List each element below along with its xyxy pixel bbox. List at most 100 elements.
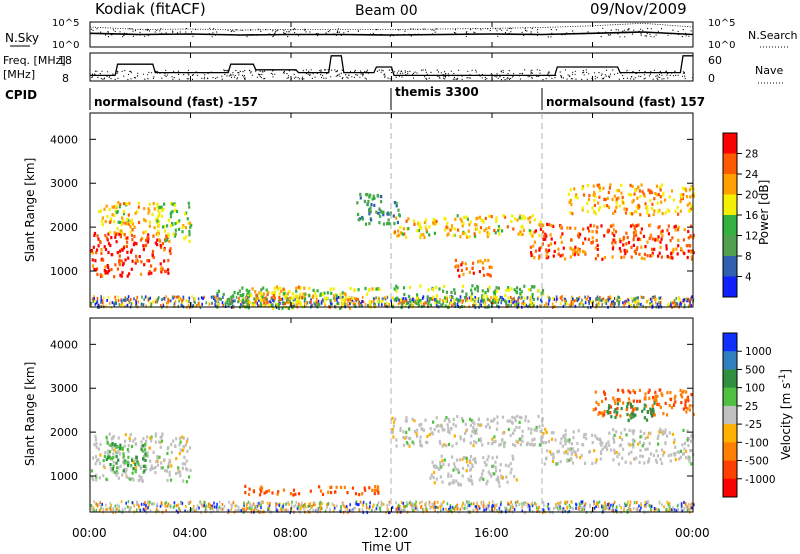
nave-point <box>327 69 329 71</box>
cell-power <box>341 291 344 295</box>
ground-cell <box>322 298 324 302</box>
nave-point <box>684 77 686 80</box>
nave-point <box>600 74 603 76</box>
cell-velocity <box>513 474 516 479</box>
cell-power <box>104 265 107 269</box>
ground-cell <box>221 301 224 305</box>
ground-cell <box>386 509 389 513</box>
ground-cell <box>374 508 376 512</box>
cell-velocity <box>182 436 185 440</box>
cell-power <box>476 216 479 220</box>
ground-cell <box>205 301 208 305</box>
cell-velocity <box>98 476 101 480</box>
cell-velocity <box>472 444 475 448</box>
ground-cell <box>237 509 240 512</box>
nave-point <box>334 69 336 71</box>
ground-cell <box>351 298 354 302</box>
ground-cell <box>101 299 104 303</box>
cell-power <box>126 240 129 244</box>
ground-cell <box>604 501 606 505</box>
cell-velocity <box>430 473 433 477</box>
ground-cell <box>596 295 599 299</box>
cell-power <box>247 291 250 295</box>
noise-point <box>550 36 552 38</box>
ground-cell <box>234 504 236 508</box>
cell-velocity <box>475 431 478 435</box>
ground-cell <box>466 299 469 303</box>
ground-cell <box>500 500 502 504</box>
cell-power <box>583 250 586 254</box>
cell-velocity <box>434 464 437 468</box>
cell-velocity <box>679 449 682 453</box>
cell-velocity <box>179 448 182 452</box>
ground-cell <box>612 302 614 306</box>
ground-cell <box>565 299 567 303</box>
ground-cell <box>586 297 588 301</box>
cell-velocity <box>516 414 519 418</box>
ground-cell <box>304 502 306 506</box>
cell-velocity <box>439 441 442 445</box>
ground-cell <box>169 504 172 508</box>
cell-velocity <box>268 489 271 493</box>
ground-cell <box>187 501 190 505</box>
cell-velocity <box>166 447 169 451</box>
cell-power <box>608 186 611 190</box>
cell-velocity <box>464 422 467 426</box>
cell-power <box>458 274 461 278</box>
cell-power <box>382 222 386 226</box>
ground-cell <box>596 303 599 307</box>
cell-power <box>169 215 173 219</box>
cell-velocity <box>146 435 149 439</box>
nave-point <box>618 78 620 80</box>
cell-power <box>629 183 632 187</box>
cell-velocity <box>621 456 624 460</box>
ground-cell <box>446 502 449 506</box>
cell-velocity <box>527 419 530 423</box>
cell-power <box>130 248 133 252</box>
ground-cell <box>231 505 233 509</box>
cell-velocity <box>686 406 689 411</box>
cell-power <box>418 224 421 228</box>
noise-point <box>288 30 290 32</box>
cell-velocity <box>143 469 146 473</box>
noise-point <box>412 28 414 30</box>
nave-point <box>571 73 574 75</box>
cell-velocity <box>655 460 658 464</box>
cell-power <box>604 198 607 202</box>
cell-power <box>386 212 389 216</box>
cell-velocity <box>562 434 565 438</box>
nave-point <box>341 69 343 71</box>
cell-velocity <box>121 473 124 477</box>
nave-point <box>230 73 232 75</box>
cell-power <box>483 229 486 233</box>
ground-cell <box>200 501 202 505</box>
nave-point <box>652 71 654 74</box>
nave-point <box>398 75 400 77</box>
cell-power <box>512 227 515 231</box>
nave-point <box>657 78 659 81</box>
colorbar-swatch <box>723 256 737 277</box>
cell-velocity <box>529 442 532 447</box>
nave-point <box>667 73 669 75</box>
ground-cell <box>165 295 167 299</box>
cell-power <box>387 218 390 222</box>
cell-power <box>569 246 572 250</box>
cell-power <box>166 238 169 242</box>
noise-point <box>285 34 287 36</box>
ground-cell <box>630 303 632 307</box>
ground-cell <box>397 507 400 511</box>
cell-power <box>639 238 642 242</box>
ground-cell <box>475 505 478 509</box>
cell-power <box>392 214 395 218</box>
ground-cell <box>238 508 241 512</box>
nave-point <box>320 70 322 72</box>
cell-velocity <box>134 470 137 474</box>
noise-point <box>398 29 400 31</box>
cell-velocity <box>556 450 559 454</box>
cell-velocity <box>340 485 343 489</box>
nave-point <box>340 72 342 74</box>
cell-power <box>495 216 498 220</box>
nave-point <box>364 77 366 79</box>
ground-cell <box>612 505 614 509</box>
nave-point <box>535 75 538 77</box>
